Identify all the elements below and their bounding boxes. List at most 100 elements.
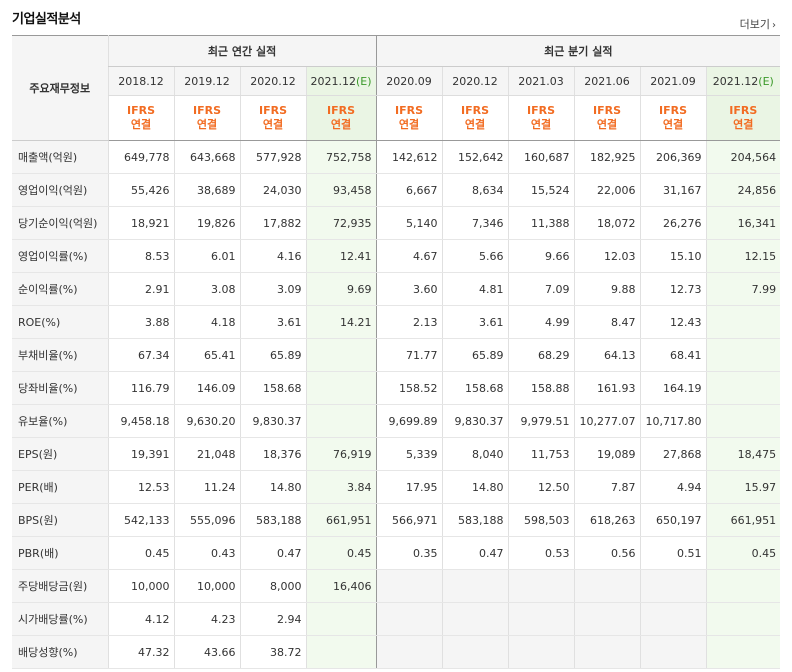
row-label: EPS(원) <box>12 437 108 471</box>
table-cell <box>441 635 509 669</box>
table-cell: 65.41 <box>173 338 240 372</box>
basis-consolidation: 연결 <box>464 118 486 131</box>
table-cell: 12.50 <box>507 470 575 504</box>
table-cell: 16,341 <box>705 206 781 240</box>
table-cell <box>305 371 377 405</box>
table-row: 배당성향(%) 47.32 43.66 38.72 <box>12 635 781 669</box>
table-cell: 10,000 <box>107 569 174 603</box>
table-cell: 15,524 <box>507 173 575 207</box>
table-cell: 38,689 <box>173 173 240 207</box>
table-cell: 17.95 <box>375 470 443 504</box>
chevron-right-icon: › <box>772 20 776 31</box>
table-cell <box>705 371 781 405</box>
row-label: PBR(배) <box>12 536 108 570</box>
period-header: 2020.12 <box>441 66 509 96</box>
period-header: 2020.09 <box>375 66 443 96</box>
table-cell: 3.08 <box>173 272 240 306</box>
table-cell: 3.61 <box>239 305 306 339</box>
table-cell <box>305 602 377 636</box>
table-cell: 55,426 <box>107 173 174 207</box>
table-cell: 7.99 <box>705 272 781 306</box>
more-link[interactable]: 더보기 › <box>740 16 776 32</box>
table-cell: 27,868 <box>639 437 707 471</box>
table-cell: 158.88 <box>507 371 575 405</box>
table-cell: 9.69 <box>305 272 377 306</box>
table-cell: 14.80 <box>441 470 509 504</box>
basis-standard: IFRS <box>127 104 155 117</box>
table-cell: 19,089 <box>573 437 641 471</box>
table-cell: 3.09 <box>239 272 306 306</box>
table-cell: 18,072 <box>573 206 641 240</box>
table-cell: 643,668 <box>173 140 240 174</box>
table-cell: 4.12 <box>107 602 174 636</box>
table-row: PBR(배) 0.45 0.43 0.47 0.45 0.35 0.47 0.53 0.56 0.… <box>12 536 781 570</box>
table-cell: 0.53 <box>507 536 575 570</box>
basis-header: IFRS 연결 <box>639 95 707 141</box>
table-cell: 24,856 <box>705 173 781 207</box>
table-cell: 0.56 <box>573 536 641 570</box>
financial-summary-table: 주요재무정보 최근 연간 실적 최근 분기 실적 2018.12 2019.12 2… <box>12 35 781 669</box>
basis-consolidation: 연결 <box>196 118 218 131</box>
table-cell <box>507 635 575 669</box>
basis-standard: IFRS <box>259 104 287 117</box>
table-cell: 12.43 <box>639 305 707 339</box>
table-cell: 68.29 <box>507 338 575 372</box>
table-cell <box>705 404 781 438</box>
period-header: 2021.12(E) <box>305 66 377 96</box>
basis-standard: IFRS <box>395 104 424 117</box>
basis-header: IFRS 연결 <box>573 95 641 141</box>
table-cell: 15.10 <box>639 239 707 273</box>
table-cell: 4.18 <box>173 305 240 339</box>
section-title: 기업실적분석 <box>12 12 81 27</box>
table-cell: 158.68 <box>441 371 509 405</box>
table-row: 영업이익률(%) 8.53 6.01 4.16 12.41 4.67 5.66 9.66 12.… <box>12 239 781 273</box>
table-cell: 0.45 <box>705 536 781 570</box>
table-cell: 67.34 <box>107 338 174 372</box>
row-label: 시가배당률(%) <box>12 602 108 636</box>
table-cell: 9,699.89 <box>375 404 443 438</box>
table-cell: 71.77 <box>375 338 443 372</box>
table-cell: 0.51 <box>639 536 707 570</box>
basis-consolidation: 연결 <box>662 118 684 131</box>
table-cell: 26,276 <box>639 206 707 240</box>
table-cell: 19,826 <box>173 206 240 240</box>
table-cell: 5,140 <box>375 206 443 240</box>
table-cell: 4.99 <box>507 305 575 339</box>
table-cell: 4.67 <box>375 239 443 273</box>
table-cell: 0.35 <box>375 536 443 570</box>
table-cell: 64.13 <box>573 338 641 372</box>
table-cell: 17,882 <box>239 206 306 240</box>
table-cell: 76,919 <box>305 437 377 471</box>
table-row: BPS(원) 542,133 555,096 583,188 661,951 566,97… <box>12 503 781 537</box>
table-row: EPS(원) 19,391 21,048 18,376 76,919 5,339 8,040… <box>12 437 781 471</box>
table-cell: 65.89 <box>239 338 306 372</box>
table-cell: 14.80 <box>239 470 306 504</box>
table-cell: 14.21 <box>305 305 377 339</box>
table-row: 당좌비율(%) 116.79 146.09 158.68 158.52 158.68 158… <box>12 371 781 405</box>
table-cell: 542,133 <box>107 503 174 537</box>
basis-standard: IFRS <box>327 104 355 117</box>
table-cell: 9,830.37 <box>441 404 509 438</box>
table-cell: 182,925 <box>573 140 641 174</box>
table-cell: 12.53 <box>107 470 174 504</box>
period-header: 2018.12 <box>107 66 174 96</box>
table-cell: 12.41 <box>305 239 377 273</box>
basis-header: IFRS 연결 <box>705 95 781 141</box>
basis-standard: IFRS <box>729 104 758 117</box>
basis-header-row: IFRS 연결 IFRS 연결 IFRS 연결 IFRS 연결 IFRS 연결 IFRS 연결 IFRS… <box>12 95 781 141</box>
row-label: 당좌비율(%) <box>12 371 108 405</box>
table-cell: 5,339 <box>375 437 443 471</box>
table-cell: 18,376 <box>239 437 306 471</box>
estimate-marker: (E) <box>758 74 774 88</box>
table-cell: 12.03 <box>573 239 641 273</box>
table-cell: 9,979.51 <box>507 404 575 438</box>
table-cell: 21,048 <box>173 437 240 471</box>
table-cell: 0.47 <box>239 536 306 570</box>
basis-standard: IFRS <box>193 104 221 117</box>
basis-header: IFRS 연결 <box>507 95 575 141</box>
table-cell <box>507 602 575 636</box>
table-cell: 5.66 <box>441 239 509 273</box>
table-row: 유보율(%) 9,458.18 9,630.20 9,830.37 9,699.89 9,… <box>12 404 781 438</box>
table-cell: 2.91 <box>107 272 174 306</box>
row-label: 주당배당금(원) <box>12 569 108 603</box>
